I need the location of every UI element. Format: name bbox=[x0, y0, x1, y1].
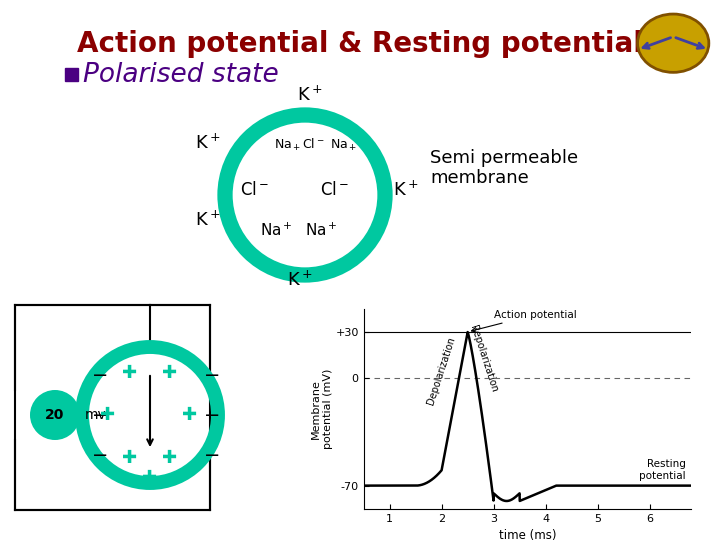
Text: ✚: ✚ bbox=[122, 449, 138, 467]
Text: −: − bbox=[204, 406, 220, 424]
Circle shape bbox=[638, 14, 709, 72]
Text: −: − bbox=[92, 406, 108, 424]
Text: ✚: ✚ bbox=[143, 469, 158, 487]
Circle shape bbox=[30, 390, 80, 440]
Text: mv: mv bbox=[85, 408, 107, 422]
Text: Cl$^-$: Cl$^-$ bbox=[240, 181, 269, 199]
Text: Cl$^-$: Cl$^-$ bbox=[320, 181, 349, 199]
Text: −: − bbox=[204, 446, 220, 464]
Text: Na$_+$: Na$_+$ bbox=[330, 138, 357, 152]
Text: −: − bbox=[204, 366, 220, 384]
Text: Na$^+$: Na$^+$ bbox=[260, 221, 293, 239]
Text: K$^+$: K$^+$ bbox=[195, 133, 221, 153]
Circle shape bbox=[225, 115, 385, 275]
Y-axis label: Membrane
potential (mV): Membrane potential (mV) bbox=[311, 369, 333, 449]
X-axis label: time (ms): time (ms) bbox=[499, 529, 556, 540]
Text: ✚: ✚ bbox=[163, 364, 178, 382]
Text: Action potential: Action potential bbox=[472, 309, 577, 332]
Text: 20: 20 bbox=[45, 408, 65, 422]
Text: Na$^+$: Na$^+$ bbox=[305, 221, 338, 239]
Text: K$^+$: K$^+$ bbox=[287, 271, 313, 289]
Bar bbox=[15, 305, 210, 510]
Circle shape bbox=[82, 347, 218, 483]
Bar bbox=[65, 68, 78, 81]
Text: Polarised state: Polarised state bbox=[83, 62, 279, 88]
Text: K$^+$: K$^+$ bbox=[297, 85, 323, 105]
Text: ✚: ✚ bbox=[163, 449, 178, 467]
Text: K$^+$: K$^+$ bbox=[195, 211, 221, 229]
Text: Depolarization: Depolarization bbox=[426, 335, 457, 406]
Text: Resting
potential: Resting potential bbox=[639, 460, 686, 481]
Text: ✚: ✚ bbox=[182, 406, 197, 424]
Text: K$^+$: K$^+$ bbox=[393, 180, 419, 200]
Text: ✚: ✚ bbox=[122, 364, 138, 382]
Text: −: − bbox=[92, 446, 108, 464]
Text: Repolarization: Repolarization bbox=[468, 324, 499, 394]
Text: Action potential & Resting potential: Action potential & Resting potential bbox=[77, 30, 643, 58]
Text: Na$_+$Cl$^-$: Na$_+$Cl$^-$ bbox=[274, 137, 325, 153]
Text: −: − bbox=[92, 366, 108, 384]
Text: Semi permeable
membrane: Semi permeable membrane bbox=[430, 148, 578, 187]
Text: ✚: ✚ bbox=[100, 406, 116, 424]
